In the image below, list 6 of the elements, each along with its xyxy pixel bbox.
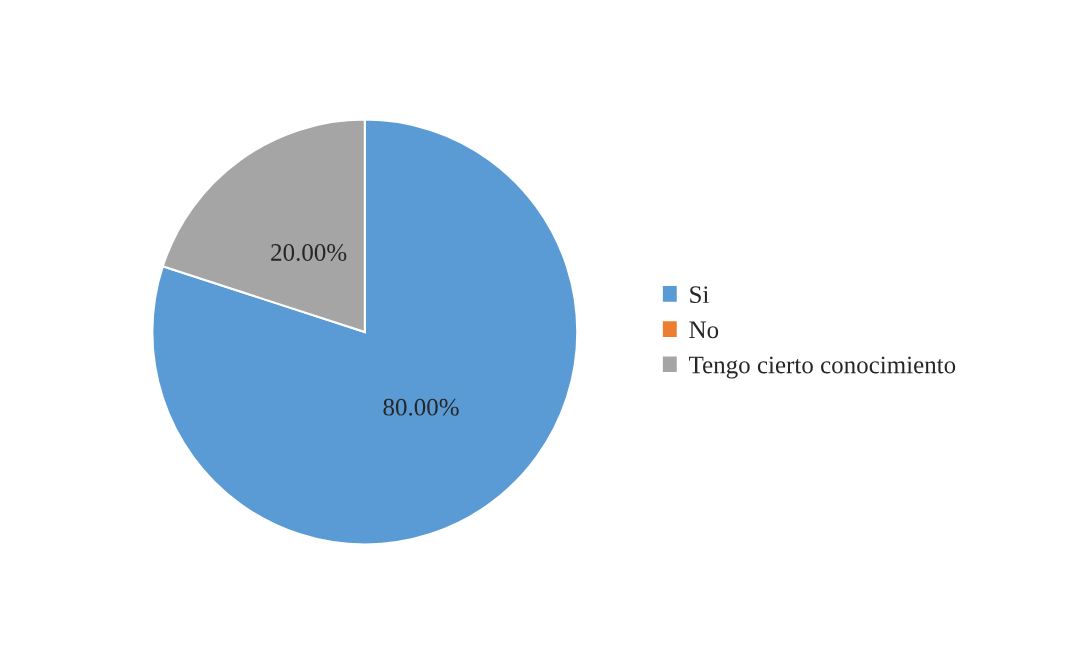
data-label: 80.00% [383, 398, 459, 416]
legend-label: No [689, 321, 719, 339]
legend-label: Tengo cierto conocimiento [689, 356, 956, 379]
pie-slice [151, 118, 579, 546]
data-label: 20.00% [271, 244, 347, 262]
legend-label: Si [690, 286, 709, 304]
